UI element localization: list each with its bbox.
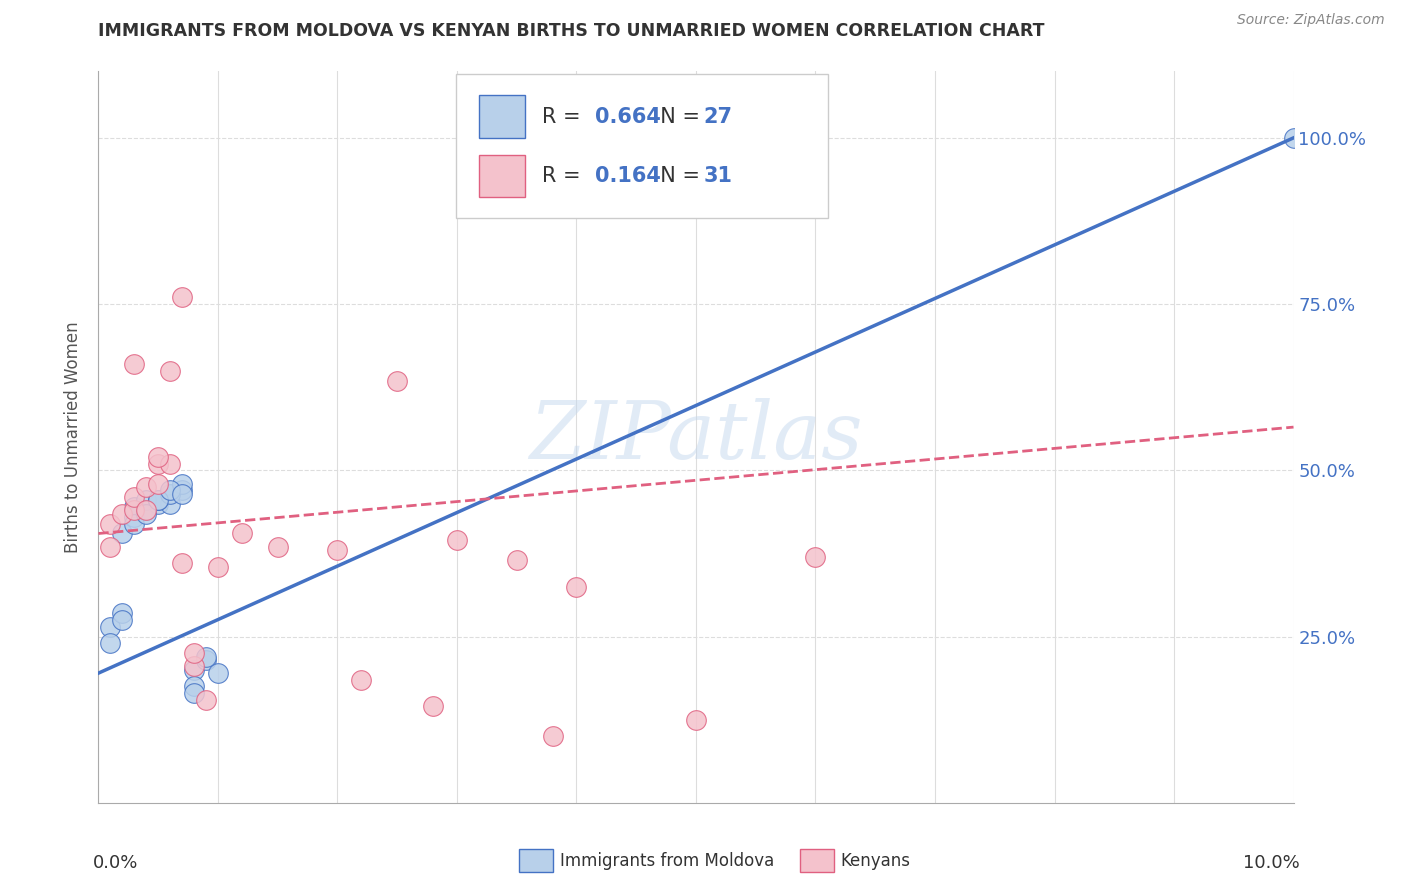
Point bbox=[422, 699, 444, 714]
Text: Immigrants from Moldova: Immigrants from Moldova bbox=[560, 852, 773, 870]
Point bbox=[111, 607, 134, 621]
Point bbox=[135, 507, 157, 521]
Point bbox=[159, 483, 181, 498]
Point bbox=[1282, 131, 1305, 145]
Point bbox=[172, 486, 194, 500]
Point bbox=[183, 646, 205, 660]
Point bbox=[135, 503, 157, 517]
Point bbox=[100, 619, 122, 633]
Point bbox=[326, 543, 349, 558]
Text: IMMIGRANTS FROM MOLDOVA VS KENYAN BIRTHS TO UNMARRIED WOMEN CORRELATION CHART: IMMIGRANTS FROM MOLDOVA VS KENYAN BIRTHS… bbox=[98, 22, 1045, 40]
Point bbox=[148, 497, 170, 511]
Text: R =: R = bbox=[541, 106, 588, 127]
Point bbox=[111, 507, 134, 521]
Point bbox=[231, 526, 253, 541]
Point bbox=[159, 486, 181, 500]
Point bbox=[148, 476, 170, 491]
Point bbox=[804, 549, 827, 564]
Point bbox=[124, 357, 146, 371]
Text: N =: N = bbox=[647, 166, 707, 186]
Point bbox=[124, 490, 146, 504]
Point bbox=[195, 649, 218, 664]
Text: R =: R = bbox=[541, 166, 588, 186]
Point bbox=[135, 480, 157, 494]
Point bbox=[172, 290, 194, 304]
Point bbox=[183, 663, 205, 677]
Point bbox=[172, 483, 194, 498]
Point bbox=[350, 673, 373, 687]
Point bbox=[100, 540, 122, 554]
Text: 0.0%: 0.0% bbox=[93, 854, 138, 872]
Point bbox=[183, 686, 205, 700]
Point bbox=[207, 559, 229, 574]
Text: 0.164: 0.164 bbox=[595, 166, 661, 186]
Point bbox=[148, 450, 170, 464]
Text: Source: ZipAtlas.com: Source: ZipAtlas.com bbox=[1237, 13, 1385, 28]
Point bbox=[207, 666, 229, 681]
Point bbox=[159, 497, 181, 511]
Point bbox=[135, 493, 157, 508]
Y-axis label: Births to Unmarried Women: Births to Unmarried Women bbox=[65, 321, 83, 553]
Point bbox=[135, 503, 157, 517]
Point bbox=[195, 653, 218, 667]
Point bbox=[565, 580, 588, 594]
Point bbox=[541, 729, 564, 743]
Point bbox=[172, 557, 194, 571]
Point bbox=[148, 493, 170, 508]
Point bbox=[385, 374, 409, 388]
Point bbox=[195, 692, 218, 706]
Point bbox=[446, 533, 468, 548]
Point bbox=[100, 516, 122, 531]
Point bbox=[148, 493, 170, 508]
Point bbox=[111, 526, 134, 541]
Text: 0.664: 0.664 bbox=[595, 106, 661, 127]
Text: 31: 31 bbox=[703, 166, 733, 186]
Text: 27: 27 bbox=[703, 106, 733, 127]
Point bbox=[183, 680, 205, 694]
Point bbox=[148, 457, 170, 471]
Point bbox=[267, 540, 290, 554]
Point bbox=[111, 613, 134, 627]
Point bbox=[685, 713, 707, 727]
Point bbox=[506, 553, 529, 567]
Text: 10.0%: 10.0% bbox=[1243, 854, 1299, 872]
Point bbox=[159, 457, 181, 471]
Point bbox=[124, 503, 146, 517]
Point bbox=[183, 659, 205, 673]
Point bbox=[124, 500, 146, 514]
Point bbox=[159, 363, 181, 377]
Point bbox=[124, 516, 146, 531]
Text: N =: N = bbox=[647, 106, 707, 127]
Text: Kenyans: Kenyans bbox=[841, 852, 911, 870]
Text: ZIPatlas: ZIPatlas bbox=[529, 399, 863, 475]
Point bbox=[100, 636, 122, 650]
Point bbox=[172, 476, 194, 491]
Point bbox=[124, 509, 146, 524]
